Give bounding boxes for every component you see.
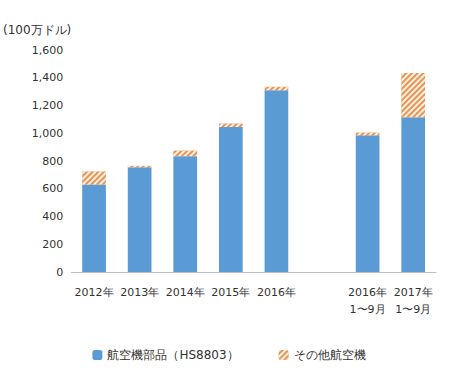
svg-text:2014年: 2014年	[166, 286, 205, 299]
svg-text:400: 400	[42, 210, 63, 223]
svg-text:800: 800	[42, 155, 63, 168]
svg-text:1,200: 1,200	[32, 99, 64, 112]
svg-text:0: 0	[56, 266, 63, 279]
svg-text:2015年: 2015年	[211, 286, 250, 299]
svg-text:200: 200	[42, 238, 63, 251]
svg-text:1〜9月: 1〜9月	[350, 303, 386, 316]
svg-text:(100万ドル): (100万ドル)	[3, 23, 71, 37]
svg-text:1,400: 1,400	[32, 71, 64, 84]
svg-text:1〜9月: 1〜9月	[395, 303, 431, 316]
svg-text:1,000: 1,000	[32, 127, 64, 140]
svg-text:1,600: 1,600	[32, 44, 64, 57]
svg-text:2012年: 2012年	[75, 286, 114, 299]
svg-text:2013年: 2013年	[120, 286, 159, 299]
svg-text:その他航空機: その他航空機	[294, 348, 366, 362]
svg-text:2017年: 2017年	[394, 286, 433, 299]
svg-text:600: 600	[42, 182, 63, 195]
svg-text:2016年: 2016年	[348, 286, 387, 299]
svg-text:2016年: 2016年	[257, 286, 296, 299]
svg-text:航空機部品（HS8803）: 航空機部品（HS8803）	[107, 348, 238, 362]
